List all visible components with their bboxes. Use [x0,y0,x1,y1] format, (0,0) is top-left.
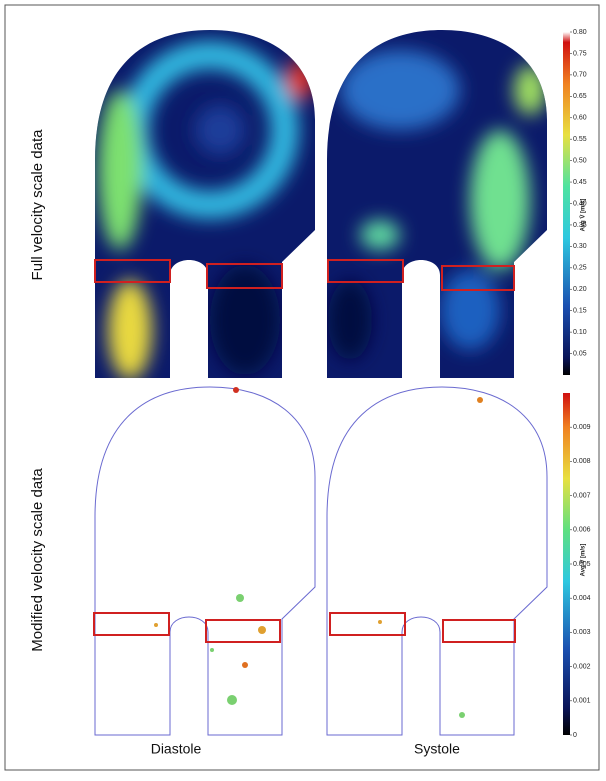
colorbar-tick-label: 0.008 [573,458,591,465]
colorbar-tick-label: 0.30 [573,243,587,250]
systole-heatmap [322,25,552,385]
colorbar-tick-label: 0.006 [573,527,591,534]
colorbar-tick-label: 0.10 [573,329,587,336]
outlines [95,387,547,735]
colorbar-tick-label: 0 [573,732,577,739]
colorbar-tick-label: 0.005 [573,561,591,568]
colorbar-tick-label: 0.25 [573,265,587,272]
colorbar-tick-label: 0.50 [573,157,587,164]
column-label: Diastole [151,741,202,757]
colorbar-tick-label: 0.40 [573,200,587,207]
colorbar [563,32,570,375]
figure: Full velocity scale data Modified veloci… [0,0,606,776]
colorbar-tick-label: 0.15 [573,308,587,315]
speckles [154,387,483,718]
colorbar-tick-label: 0.002 [573,663,591,670]
colorbar-tick-label: 0.55 [573,136,587,143]
colorbar-tick-label: 0.001 [573,698,591,705]
row-label: Modified velocity scale data [29,468,46,652]
colorbar-tick-label: 0.004 [573,595,591,602]
colorbar-tick-label: 0.80 [573,29,587,36]
colorbar-tick-label: 0.003 [573,629,591,636]
diastole-heatmap [90,25,320,385]
colorbar [563,393,570,735]
colorbar-tick-label: 0.20 [573,286,587,293]
colorbar-tick-label: 0.35 [573,222,587,229]
colorbar-tick-label: 0.009 [573,424,591,431]
colorbar-tick-label: 0.70 [573,72,587,79]
column-label: Systole [414,741,460,757]
colorbar-tick-label: 0.45 [573,179,587,186]
colorbar-tick-label: 0.75 [573,50,587,57]
colorbar-tick-label: 0.007 [573,492,591,499]
colorbar-tick-label: 0.60 [573,115,587,122]
colorbar-tick-label: 0.65 [573,93,587,100]
colorbar-tick-label: 0.05 [573,350,587,357]
row-label: Full velocity scale data [29,129,46,281]
